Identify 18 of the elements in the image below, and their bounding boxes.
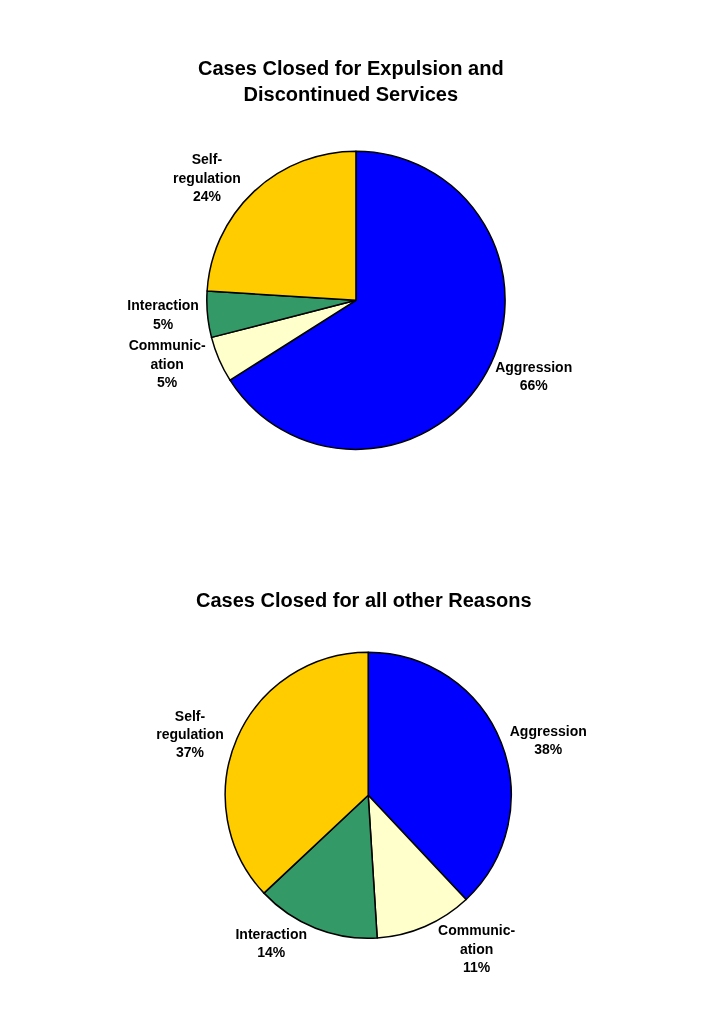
slice-label: Interaction (127, 297, 199, 314)
slice-label: Aggression (495, 359, 573, 376)
data-label: 14% (257, 944, 286, 961)
data-label: 66% (519, 377, 549, 394)
data-label: 24% (192, 187, 222, 204)
data-label: 38% (534, 741, 563, 758)
data-label: 5% (157, 373, 178, 390)
chart-title: Cases Closed for all other Reasons (196, 589, 532, 611)
slice-label: Aggression (509, 723, 587, 740)
data-label: 11% (462, 958, 491, 975)
slice-label: Communic- ation (438, 922, 516, 957)
slice-label: Self- regulation (156, 708, 224, 743)
data-label: 37% (176, 744, 205, 761)
chart-title: Cases Closed for Expulsion and Discontinued Services (198, 57, 504, 105)
slice-label: Interaction (235, 925, 308, 942)
slice-label: Self- regulation (173, 151, 241, 186)
slice-label: Communic- ation (128, 337, 206, 372)
data-label: 5% (153, 315, 174, 332)
